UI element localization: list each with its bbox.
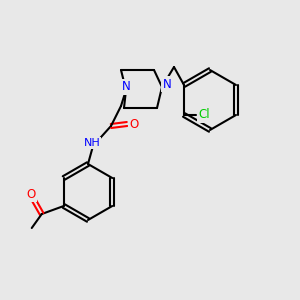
Text: O: O — [26, 188, 35, 200]
Text: O: O — [129, 118, 139, 130]
Text: N: N — [122, 80, 130, 94]
Text: NH: NH — [84, 138, 100, 148]
Text: Cl: Cl — [198, 109, 210, 122]
Text: N: N — [163, 77, 171, 91]
